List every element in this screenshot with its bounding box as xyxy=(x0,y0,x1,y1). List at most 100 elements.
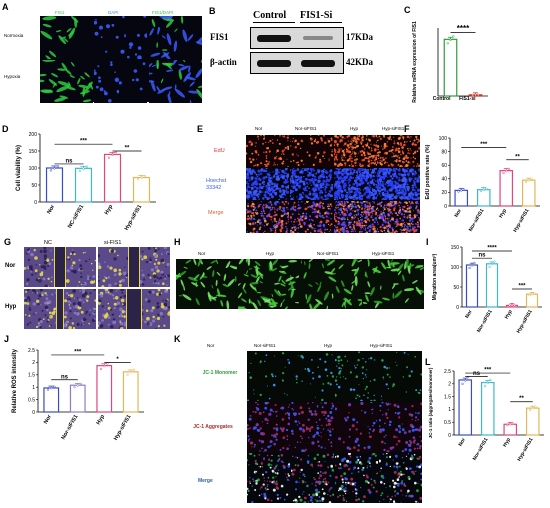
k-col-norsi: Nor-siFIS1 xyxy=(254,343,276,348)
y-axis-label: Relative ROS intensity xyxy=(12,348,18,413)
data-point xyxy=(132,368,136,371)
data-point xyxy=(510,304,514,307)
data-point xyxy=(82,167,85,170)
y-axis-label: Migration area(um²) xyxy=(432,253,438,300)
y-tick-label: 0.5 xyxy=(28,397,35,403)
y-tick-label: 80 xyxy=(441,149,447,155)
x-tick-label: Control xyxy=(433,96,451,102)
significance-label: ns xyxy=(473,371,481,377)
data-point xyxy=(488,265,491,268)
x-tick-label: Hyp-siFIS1 xyxy=(512,208,530,234)
significance-label: **** xyxy=(487,246,497,252)
significance-label: * xyxy=(116,357,119,363)
panel-k-image-grid xyxy=(246,351,424,505)
bar-2 xyxy=(476,189,491,207)
e-row-edu: EdU xyxy=(214,148,225,154)
gridK-tile-r3c3 xyxy=(333,452,379,503)
x-tick-label: Hyp-siFIS1 xyxy=(516,309,534,335)
bar-2 xyxy=(69,384,86,413)
blot-band-si-actin xyxy=(301,60,335,67)
gridG-tile-r2c2 xyxy=(97,287,172,331)
y-axis-label: Cell viability (%) xyxy=(16,145,22,191)
gridH-tile-r1c3 xyxy=(299,257,365,313)
x-tick-label: Hyp-siFIS1 xyxy=(516,437,534,463)
data-point xyxy=(528,293,531,297)
data-point xyxy=(513,304,516,307)
blot-size-17: 17KDa xyxy=(346,32,373,42)
data-point xyxy=(528,408,532,412)
blot-row-actin: β-actin xyxy=(210,57,237,67)
panel-label-l: L xyxy=(425,357,431,367)
data-point xyxy=(107,156,111,159)
bar-1 xyxy=(45,167,64,203)
y-tick-label: 0 xyxy=(444,204,447,210)
data-point xyxy=(505,169,508,173)
gridG-tile-r1c1 xyxy=(23,245,97,288)
gridK-tile-r2c3 xyxy=(334,401,378,452)
data-point xyxy=(524,180,528,184)
panel-label-h: H xyxy=(174,237,181,247)
bar-4 xyxy=(521,179,536,207)
y-tick-label: 1.5 xyxy=(444,394,451,400)
data-point xyxy=(111,153,114,157)
y-tick-label: 0 xyxy=(32,410,35,416)
gridK-tile-r1c3 xyxy=(334,351,378,403)
x-tick-label: Nor-siFIS1 xyxy=(61,414,80,441)
gridK-tile-r2c2 xyxy=(290,401,335,453)
data-point xyxy=(140,176,143,179)
x-tick-label: Nor xyxy=(46,203,56,215)
x-tick-label: Hyp xyxy=(504,309,514,320)
e-row-merge: Merge xyxy=(208,210,224,216)
blot-underline-1 xyxy=(253,22,295,23)
gridE-tile-r3c2 xyxy=(288,199,333,234)
gridE-tile-r3c3 xyxy=(332,199,378,234)
y-axis-label: Relative mRNA expression of FIS1 xyxy=(412,21,418,103)
gridA-tile-r1c2 xyxy=(93,14,150,60)
data-point xyxy=(79,382,83,386)
e-col-hypsi: Hyp-siFIS1 xyxy=(382,126,405,131)
bar-3 xyxy=(103,153,122,203)
col-label-dapi: DAPI xyxy=(108,10,119,15)
gridK-tile-r2c1 xyxy=(246,401,292,453)
e-col-norsi: Nor-siFIS1 xyxy=(295,126,317,131)
bar-4 xyxy=(122,371,139,413)
e-col-nor: Nor xyxy=(255,126,263,131)
y-tick-label: 0 xyxy=(34,200,37,206)
gridE-tile-r2c1 xyxy=(244,167,290,202)
y-tick-label: 40 xyxy=(441,177,447,183)
x-tick-label: Hyp xyxy=(498,208,508,219)
gridE-tile-r2c3 xyxy=(332,166,378,202)
chart-j: 0 0.5 1 1.5 2 2.5 Relative ROS intensity Nor Nor… xyxy=(12,348,144,442)
bar-1 xyxy=(454,189,469,207)
panel-label-e: E xyxy=(197,124,204,134)
wound-gap xyxy=(126,289,142,329)
panel-label-c: C xyxy=(404,5,411,15)
gridK-tile-r2c4 xyxy=(378,401,423,454)
data-point xyxy=(483,385,487,388)
x-tick-label: Hyp-siFIS1 xyxy=(124,204,143,232)
gridK-tile-r3c4 xyxy=(378,452,424,504)
blot-col-fis1si: FIS1-Si xyxy=(300,10,333,21)
gridE-tile-r3c1 xyxy=(245,200,290,235)
bar-4 xyxy=(132,176,151,203)
chart-d: 0 50 100 150 200 Cell viability (%) Nor NC-siFI… xyxy=(16,132,156,232)
panel-k-header: Nor Nor-siFIS1 Hyp Hyp-siFIS1 xyxy=(200,343,425,351)
panel-g-image-grid xyxy=(23,245,172,331)
gridE-tile-r1c1 xyxy=(245,134,290,168)
data-point xyxy=(446,42,449,45)
data-point xyxy=(46,388,50,391)
data-point xyxy=(470,264,474,267)
data-point xyxy=(486,381,489,385)
gridE-tile-r1c4 xyxy=(376,133,421,168)
y-tick-label: 100 xyxy=(451,265,460,271)
gridK-tile-r1c2 xyxy=(291,351,335,402)
bar-1 xyxy=(465,264,479,308)
y-tick-label: 50 xyxy=(31,183,37,189)
data-point xyxy=(457,190,460,193)
y-tick-label: 100 xyxy=(439,136,448,142)
panel-label-j: J xyxy=(4,334,10,344)
significance-label: ** xyxy=(519,396,524,402)
chart-i: 0 50 100 150 Migration area(um²) Nor Nor-siFIS… xyxy=(432,245,542,335)
significance-label: *** xyxy=(80,139,88,145)
bar-4 xyxy=(525,407,540,436)
